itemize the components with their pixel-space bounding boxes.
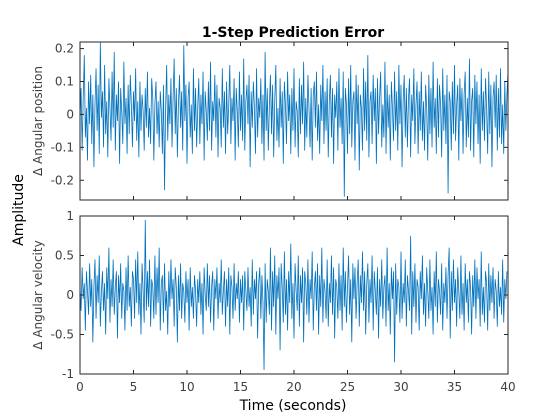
top-y-label: Δ Angular position	[31, 66, 45, 176]
series-line	[79, 219, 508, 371]
x-tick-label: 0	[76, 380, 84, 394]
bottom-y-ticks: 1 0.5 0 -0.5 -1	[51, 209, 508, 381]
y-tick-label: -0.5	[51, 328, 74, 342]
top-subplot: 0.2 0.1 0 -0.1 -0.2 Δ Angular position	[31, 41, 509, 201]
y-tick-label: -0.1	[51, 140, 74, 154]
y-tick-label: 0.2	[55, 42, 74, 56]
bottom-subplot: 0 5 10 15 20 25 30 35 40 1 0.5 0 -0.5 -1 Δ Angular v…	[31, 209, 516, 394]
x-tick-label: 15	[233, 380, 248, 394]
bottom-x-ticks: 0 5 10 15 20 25 30 35 40	[76, 216, 516, 394]
series-line	[79, 41, 509, 197]
angular-velocity-trace	[79, 219, 508, 371]
top-x-ticks	[79, 42, 509, 200]
x-tick-label: 30	[393, 380, 408, 394]
shared-y-label: Amplitude	[11, 174, 27, 246]
top-y-ticks: 0.2 0.1 0 -0.1 -0.2	[51, 42, 508, 187]
y-tick-label: 0	[66, 107, 74, 121]
y-tick-label: -0.2	[51, 173, 74, 187]
x-tick-label: 10	[179, 380, 194, 394]
y-tick-label: 1	[66, 209, 74, 223]
x-tick-label: 40	[500, 380, 515, 394]
x-tick-label: 35	[447, 380, 462, 394]
x-axis-label: Time (seconds)	[239, 398, 347, 414]
y-tick-label: -1	[62, 367, 74, 381]
x-tick-label: 5	[130, 380, 138, 394]
y-tick-label: 0.1	[55, 75, 74, 89]
y-tick-label: 0	[66, 288, 74, 302]
x-tick-label: 20	[286, 380, 301, 394]
y-tick-label: 0.5	[55, 249, 74, 263]
bottom-y-label: Δ Angular velocity	[31, 240, 45, 349]
angular-position-trace	[79, 41, 509, 197]
chart-title: 1-Step Prediction Error	[202, 25, 384, 41]
x-tick-label: 25	[340, 380, 355, 394]
